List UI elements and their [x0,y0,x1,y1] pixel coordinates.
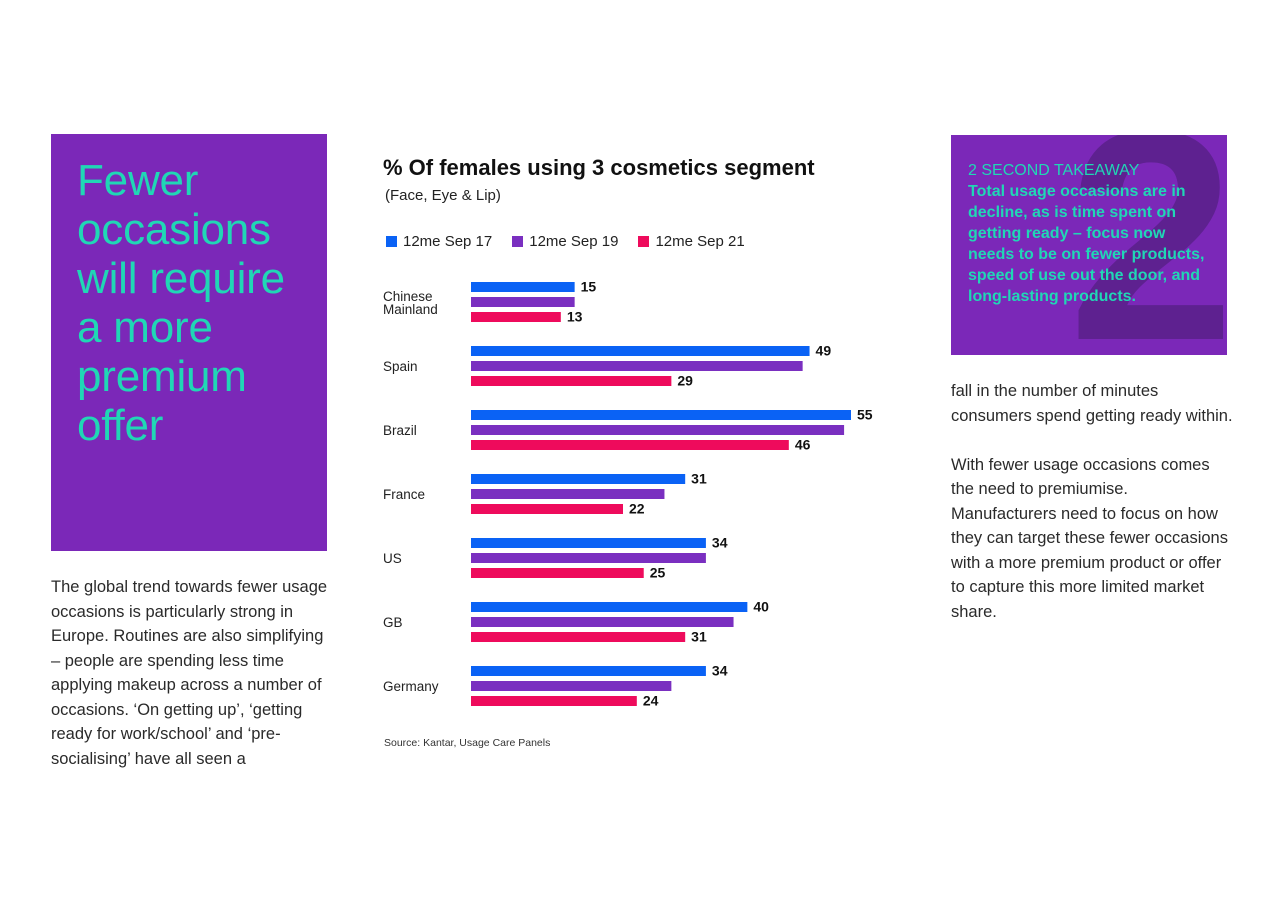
left-body-text: The global trend towards fewer usage occ… [51,578,328,768]
category-label-gb: GB [383,615,403,630]
legend-label-sep19: 12me Sep 19 [529,232,619,250]
bar-gb-12me-sep-21 [471,632,686,642]
legend-item-sep19: 12me Sep 19 [512,233,618,250]
right-body-text: fall in the number of minutes consumers … [951,379,1237,649]
bar-germany-12me-sep-17 [471,666,706,676]
takeaway-heading: 2 SECOND TAKEAWAY [968,162,1140,179]
data-label-us-12me-sep-17: 34 [712,535,728,551]
bar-spain-12me-sep-21 [471,376,672,386]
bar-us-12me-sep-17 [471,538,706,548]
takeaway-panel: 2 2 SECOND TAKEAWAY Total usage occasion… [951,135,1227,355]
category-label-us: US [383,551,402,566]
data-label-spain-12me-sep-17: 49 [816,343,832,359]
legend-item-sep21: 12me Sep 21 [638,232,745,250]
bar-us-12me-sep-19 [471,553,706,563]
takeaway-text: Total usage occasions are in decline, as… [968,183,1205,305]
bar-brazil-12me-sep-21 [471,440,789,450]
chart-legend: 12me Sep 17 12me Sep 19 12me Sep 21 [386,231,765,251]
bar-us-12me-sep-21 [471,568,644,578]
legend-item-sep17: 12me Sep 17 [386,233,492,250]
bar-gb-12me-sep-17 [471,602,748,612]
bar-chinese-mainland-12me-sep-17 [471,282,575,292]
data-label-germany-12me-sep-21: 24 [643,693,659,709]
category-label-chinese-mainland: Chinese Mainland [383,289,438,317]
chart-subtitle: (Face, Eye & Lip) [385,187,501,204]
bar-chart: Chinese Mainland 15 13 Spain 49 29 Brazil 55 46 Fr… [383,279,873,709]
bar-spain-12me-sep-17 [471,346,810,356]
data-label-us-12me-sep-21: 25 [650,565,666,581]
bar-france-12me-sep-21 [471,504,623,514]
bar-germany-12me-sep-19 [471,681,672,691]
chart-source: Source: Kantar, Usage Care Panels [384,737,551,749]
data-label-france-12me-sep-17: 31 [691,471,707,487]
data-label-spain-12me-sep-21: 29 [677,373,693,389]
data-label-gb-12me-sep-21: 31 [691,629,707,645]
legend-swatch-sep17 [386,235,397,247]
data-label-gb-12me-sep-17: 40 [753,599,769,615]
legend-swatch-sep19 [512,235,524,247]
category-label-france: France [383,487,425,502]
bar-gb-12me-sep-19 [471,617,734,627]
data-label-germany-12me-sep-17: 34 [712,663,728,679]
takeaway-number: 2 [1068,135,1227,355]
legend-label-sep17: 12me Sep 17 [403,232,493,250]
bar-spain-12me-sep-19 [471,361,803,371]
chart-title: % Of females using 3 cosmetics segment [383,155,815,180]
bar-france-12me-sep-19 [471,489,665,499]
data-label-chinese-mainland-12me-sep-21: 13 [567,309,583,325]
data-label-chinese-mainland-12me-sep-17: 15 [581,279,597,295]
category-label-brazil: Brazil [383,423,417,438]
bar-chinese-mainland-12me-sep-19 [471,297,575,307]
bar-chinese-mainland-12me-sep-21 [471,312,561,322]
headline-panel: Fewer occasions will require a more prem… [51,134,327,551]
category-label-spain: Spain [383,359,418,374]
bar-france-12me-sep-17 [471,474,686,484]
takeaway-content: 2 SECOND TAKEAWAY Total usage occasions … [968,160,1208,307]
bar-germany-12me-sep-21 [471,696,637,706]
right-paragraph-1: fall in the number of minutes consumers … [951,382,1233,425]
legend-label-sep21: 12me Sep 21 [655,232,745,250]
bar-brazil-12me-sep-19 [471,425,845,435]
category-label-germany: Germany [383,679,439,694]
data-label-france-12me-sep-21: 22 [629,501,645,517]
bar-brazil-12me-sep-17 [471,410,851,420]
data-label-brazil-12me-sep-17: 55 [857,407,873,423]
headline: Fewer occasions will require a more prem… [77,156,285,450]
right-paragraph-2: With fewer usage occasions comes the nee… [951,455,1228,621]
legend-swatch-sep21 [638,235,650,247]
data-label-brazil-12me-sep-21: 46 [795,437,811,453]
